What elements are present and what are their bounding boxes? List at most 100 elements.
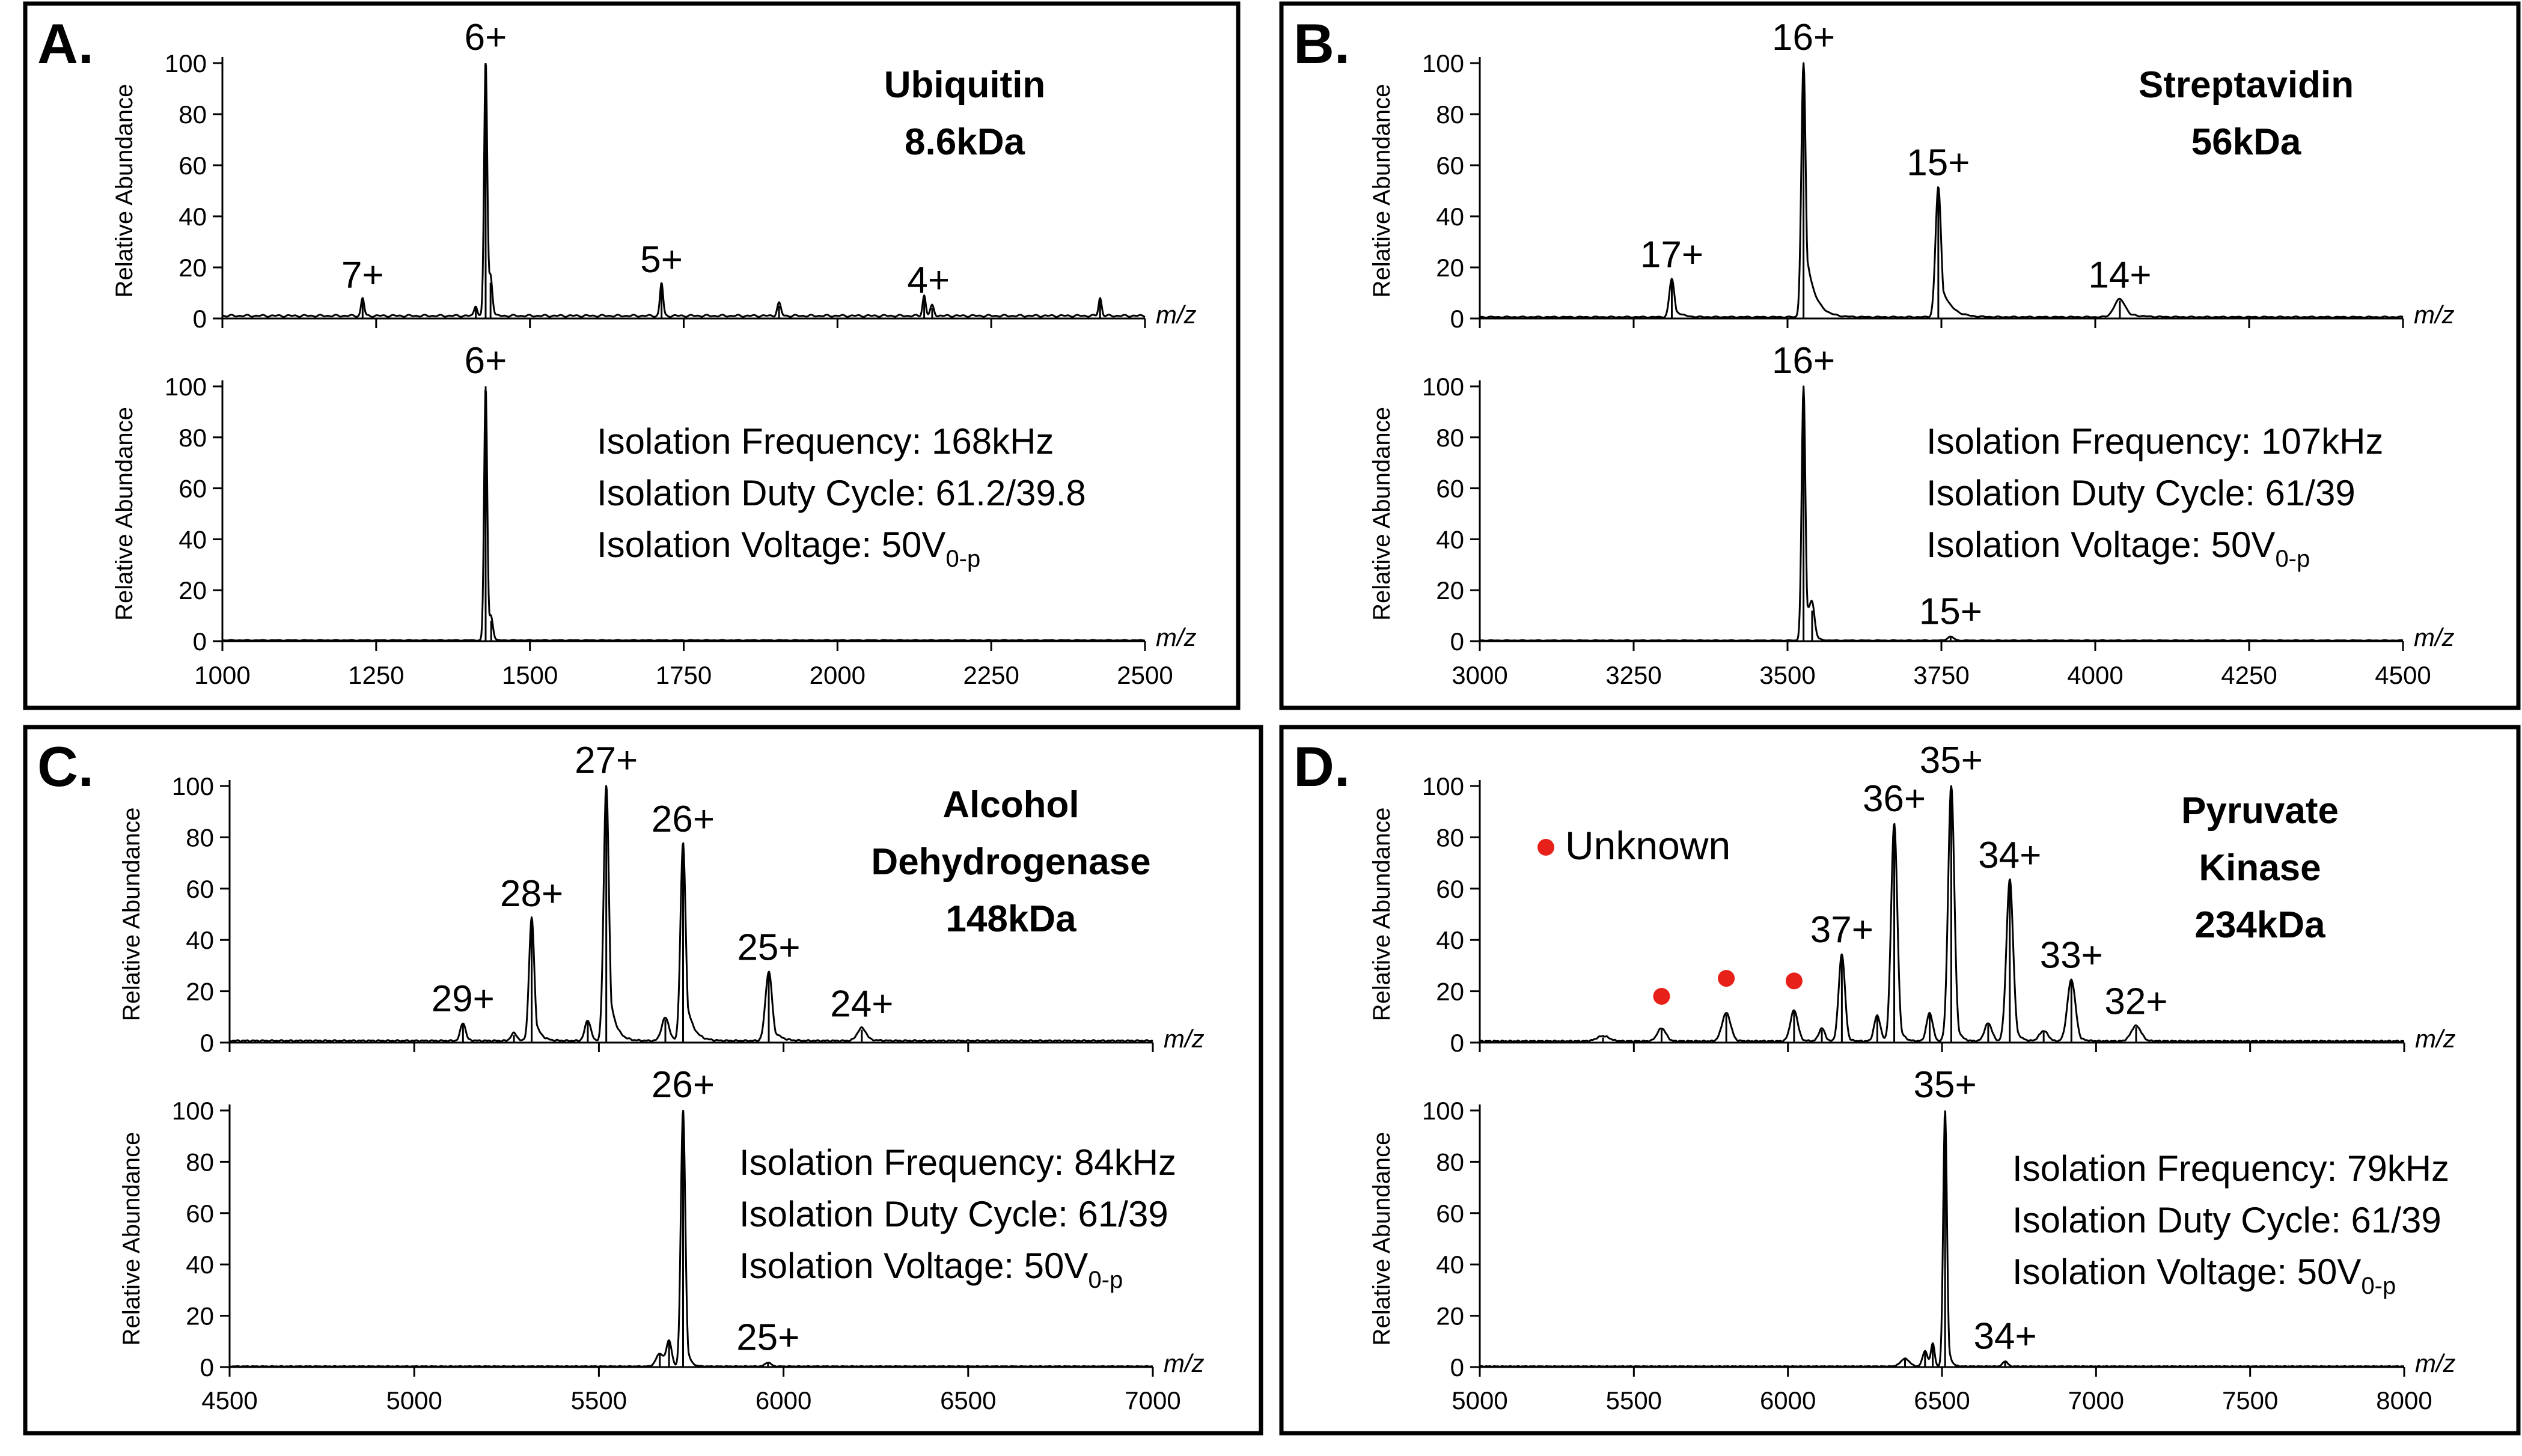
isolation-frequency: Isolation Frequency: 107kHz — [1926, 421, 2383, 461]
y-tick-label: 40 — [186, 1250, 214, 1279]
charge-state-label: 35+ — [1914, 1064, 1977, 1106]
y-tick-label: 60 — [1436, 875, 1464, 903]
isolation-voltage-subscript: 0-p — [2275, 546, 2310, 572]
charge-state-label: 16+ — [1772, 340, 1835, 382]
spectrum-trace — [1479, 385, 2404, 642]
panel-letter: C. — [37, 735, 94, 798]
isolation-voltage: Isolation Voltage: 50V0-p — [597, 525, 980, 572]
charge-state-label: 37+ — [1810, 909, 1873, 951]
x-axis-label-mz: m/z — [1156, 623, 1197, 651]
y-tick-label: 20 — [186, 1302, 214, 1330]
charge-state-label: 15+ — [1919, 591, 1982, 633]
isolation-voltage-subscript: 0-p — [1088, 1267, 1123, 1293]
panel-letter: D. — [1293, 735, 1350, 798]
charge-state-label: 6+ — [465, 340, 507, 382]
y-tick-label: 20 — [1436, 978, 1464, 1006]
charge-state-label: 29+ — [432, 978, 495, 1020]
y-tick-label: 40 — [179, 203, 207, 231]
x-tick-label: 1000 — [194, 661, 250, 689]
charge-state-label: 36+ — [1863, 778, 1926, 820]
isolation-frequency: Isolation Frequency: 84kHz — [739, 1142, 1176, 1183]
y-axis-label: Relative Abundance — [118, 808, 145, 1022]
spectrum-plot-top: 0 20 40 60 80 100 Relative Abundance m/z 16+ 17+ 1… — [1369, 17, 2455, 333]
x-tick-label: 3250 — [1605, 661, 1661, 689]
x-tick-label: 4500 — [201, 1386, 257, 1415]
x-axis-label-mz: m/z — [2415, 1025, 2456, 1053]
x-tick-label: 6000 — [756, 1386, 811, 1415]
protein-name-line: 56kDa — [2191, 121, 2301, 163]
y-tick-label: 80 — [1436, 1148, 1464, 1176]
spectrum-plot-top: 0 20 40 60 80 100 Relative Abundance m/z 35+36+ 3… — [1369, 740, 2456, 1057]
y-tick-label: 100 — [1422, 1097, 1464, 1125]
x-tick-label: 3750 — [1913, 661, 1969, 689]
y-tick-label: 80 — [179, 424, 207, 452]
x-tick-label: 6000 — [1760, 1386, 1816, 1415]
x-tick-label: 6500 — [1914, 1386, 1970, 1415]
charge-state-label: 26+ — [652, 799, 715, 840]
charge-state-label: 16+ — [1772, 17, 1835, 58]
charge-state-label: 7+ — [341, 254, 384, 296]
x-tick-label: 5000 — [1452, 1386, 1507, 1415]
charge-state-label: 25+ — [736, 1317, 799, 1359]
charge-state-label: 26+ — [652, 1064, 715, 1106]
x-tick-label: 1250 — [348, 661, 404, 689]
spectrum-plot-top: 0 20 40 60 80 100 Relative Abundance m/z 6+ 7+ 5+ 4… — [111, 17, 1197, 333]
x-tick-label: 1500 — [502, 661, 558, 689]
x-tick-label: 4250 — [2221, 661, 2277, 689]
panel-frame — [23, 725, 1263, 1436]
isolation-voltage: Isolation Voltage: 50V0-p — [1926, 525, 2310, 572]
spectrum-plot-bottom: 0 20 40 60 80 100 Relative Abundance 3000 3250 35… — [1369, 340, 2455, 689]
x-tick-label: 7000 — [1125, 1386, 1180, 1415]
x-tick-label: 2500 — [1117, 661, 1173, 689]
protein-name-line: 8.6kDa — [905, 121, 1025, 163]
x-tick-label: 1750 — [656, 661, 712, 689]
charge-state-label: 33+ — [2040, 935, 2103, 976]
y-tick-label: 20 — [1436, 254, 1464, 282]
spectrum-trace — [222, 64, 1146, 318]
y-tick-label: 60 — [179, 475, 207, 503]
y-axis-label: Relative Abundance — [1369, 84, 1395, 298]
y-tick-label: 100 — [1422, 772, 1464, 800]
y-tick-label: 100 — [1422, 373, 1464, 401]
y-tick-label: 0 — [200, 1353, 214, 1381]
y-tick-label: 60 — [1436, 151, 1464, 180]
x-axis-label-mz: m/z — [2414, 623, 2455, 651]
protein-name-line: Pyruvate — [2181, 790, 2339, 832]
y-tick-label: 100 — [165, 49, 207, 78]
y-tick-label: 60 — [1436, 475, 1464, 503]
charge-state-label: 17+ — [1640, 234, 1703, 275]
spectrum-plot-bottom: 0 20 40 60 80 100 Relative Abundance 1000 1250 15… — [111, 340, 1197, 689]
charge-state-label: 32+ — [2104, 981, 2167, 1022]
x-tick-label: 4000 — [2067, 661, 2123, 689]
y-tick-label: 100 — [1422, 49, 1464, 78]
y-tick-label: 40 — [1436, 1250, 1464, 1279]
y-tick-label: 80 — [186, 823, 214, 851]
y-tick-label: 40 — [1436, 203, 1464, 231]
panel-frame — [1279, 1, 2521, 710]
protein-name-line: 148kDa — [945, 898, 1076, 940]
y-tick-label: 0 — [193, 305, 207, 333]
x-tick-label: 4500 — [2375, 661, 2431, 689]
legend-unknown-label: Unknown — [1565, 823, 1730, 868]
isolation-voltage-subscript: 0-p — [945, 546, 980, 572]
unknown-marker — [1785, 972, 1803, 990]
y-tick-label: 80 — [1436, 823, 1464, 851]
x-tick-label: 2000 — [810, 661, 866, 689]
y-axis-label: Relative Abundance — [1369, 1132, 1395, 1346]
x-axis-label-mz: m/z — [1164, 1025, 1205, 1053]
panel-b: B. 0 20 40 60 80 100 Relative Abundance m/z 16+ 17… — [1279, 1, 2521, 710]
y-tick-label: 80 — [1436, 424, 1464, 452]
panel-c: C. 0 20 40 60 80 100 Relative Abundance m/z 27+ 28… — [23, 725, 1263, 1436]
unknown-marker — [1718, 970, 1735, 987]
charge-state-label: 6+ — [465, 17, 507, 58]
legend-unknown-marker — [1537, 839, 1554, 856]
unknown-marker — [1653, 988, 1670, 1005]
y-axis-label: Relative Abundance — [111, 407, 138, 621]
isolation-duty-cycle: Isolation Duty Cycle: 61/39 — [739, 1194, 1168, 1234]
charge-state-label: 5+ — [640, 239, 683, 281]
x-tick-label: 2250 — [963, 661, 1019, 689]
x-tick-label: 6500 — [940, 1386, 996, 1415]
x-tick-label: 8000 — [2376, 1386, 2432, 1415]
isolation-voltage: Isolation Voltage: 50V0-p — [739, 1246, 1123, 1293]
protein-name-line: Alcohol — [942, 784, 1079, 826]
